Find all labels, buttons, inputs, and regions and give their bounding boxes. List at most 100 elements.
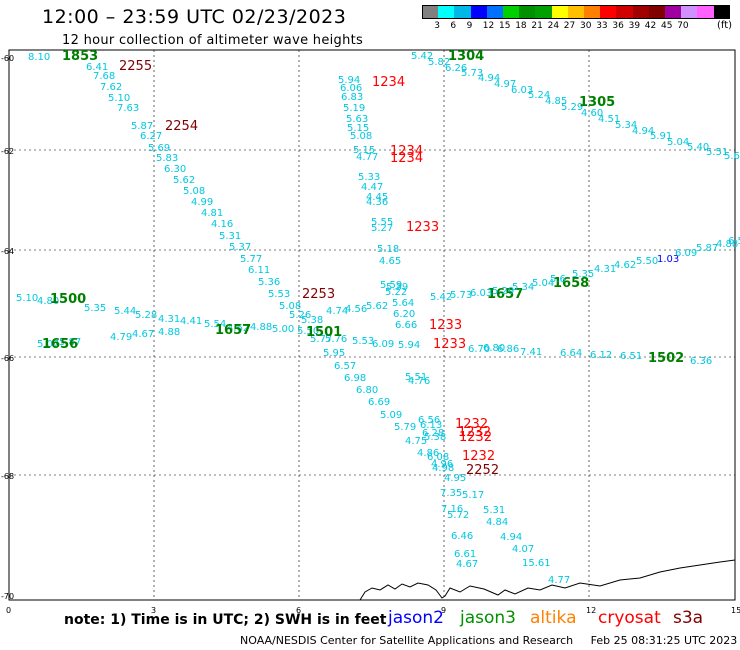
cryosat-pass-time: 1234 xyxy=(390,144,423,159)
swh-value: 6.11 xyxy=(248,265,270,276)
page-subtitle: 12 hour collection of altimeter wave hei… xyxy=(62,33,364,48)
swh-value: 5.79 xyxy=(394,422,416,433)
swh-value: 5.73 xyxy=(461,68,483,79)
swh-value: 5.94 xyxy=(338,75,360,86)
swh-value: 8.10 xyxy=(28,52,50,63)
swh-value: 6.83 xyxy=(341,92,363,103)
credit-timestamp: Feb 25 08:31:25 UTC 2023 xyxy=(590,634,738,647)
observation-labels: 8.106.417.687.625.107.635.876.275.695.83… xyxy=(16,49,740,586)
swh-value: 4.07 xyxy=(512,544,534,555)
swh-value: 5.10 xyxy=(108,93,130,104)
s3a-pass-time: 2254 xyxy=(165,119,198,134)
swh-value: 5.22 xyxy=(385,287,407,298)
swh-value: 6.28 xyxy=(422,428,444,439)
legend-jason3: jason3 xyxy=(460,608,516,628)
color-scale-label: 70 xyxy=(677,21,689,31)
swh-value: 5.37 xyxy=(229,242,251,253)
s3a-pass-time: 2253 xyxy=(302,287,335,302)
swh-value: 6.56 xyxy=(418,415,440,426)
color-scale-label: 3 xyxy=(434,21,440,31)
swh-value: 4.74 xyxy=(326,306,348,317)
swh-value: 4.94 xyxy=(500,532,522,543)
color-scale-swatch xyxy=(665,5,682,19)
y-tick-label: -64 xyxy=(1,247,14,256)
swh-value: 5.95 xyxy=(323,348,345,359)
swh-value: 6.03 xyxy=(470,288,492,299)
swh-value: 6.86 xyxy=(497,344,519,355)
swh-value: 6.46 xyxy=(451,531,473,542)
swh-value: 4.51 xyxy=(598,114,620,125)
swh-value: 5.59 xyxy=(380,280,402,291)
x-tick-label: 12 xyxy=(586,606,596,615)
swh-value: 4.94 xyxy=(632,126,654,137)
swh-value: 6.36 xyxy=(690,356,712,367)
footer-note: note: 1) Time is in UTC; 2) SWH is in fe… xyxy=(64,612,387,628)
cryosat-pass-time: 1233 xyxy=(433,337,466,352)
color-scale-swatch xyxy=(503,5,520,19)
swh-value: 5.87 xyxy=(696,243,718,254)
cryosat-pass-time: 1233 xyxy=(429,318,462,333)
swh-value: 5.6 xyxy=(550,274,566,285)
swh-value: 5.69 xyxy=(148,143,170,154)
color-scale-label: 30 xyxy=(580,21,592,31)
credit-line: NOAA/NESDIS Center for Satellite Applica… xyxy=(240,634,737,647)
swh-value: 5.18 xyxy=(377,244,399,255)
swh-value: 4.45 xyxy=(366,192,388,203)
color-scale-swatch xyxy=(600,5,617,19)
swh-value: 4.16 xyxy=(211,219,233,230)
swh-value: 5.08 xyxy=(183,186,205,197)
swh-value: 4.97 xyxy=(494,79,516,90)
swh-value: 5.44 xyxy=(114,306,136,317)
color-scale-label: 24 xyxy=(547,21,560,31)
color-scale-swatch xyxy=(632,5,649,19)
jason3-pass-time: 1502 xyxy=(648,351,684,366)
color-scale-label: 18 xyxy=(515,21,527,31)
legend-altika: altika xyxy=(530,608,577,628)
swh-value: 4.96 xyxy=(431,459,453,470)
jason2-swh-value: 1.03 xyxy=(657,254,679,265)
swh-value: 5.07 xyxy=(37,339,59,350)
swh-value: 5.77 xyxy=(240,254,262,265)
swh-value: 5.04 xyxy=(532,278,554,289)
jason3-pass-time: 1853 xyxy=(62,49,98,64)
color-scale-swatch xyxy=(470,5,487,19)
swh-value: 4.77 xyxy=(548,575,570,586)
swh-value: 15.61 xyxy=(522,558,551,569)
cryosat-pass-time: 1232 xyxy=(462,449,495,464)
swh-value: 5.53 xyxy=(268,289,290,300)
swh-value: 5.62 xyxy=(366,301,388,312)
swh-value: 5.91 xyxy=(650,131,672,142)
y-tick-label: -60 xyxy=(1,54,14,63)
color-scale-swatch xyxy=(438,5,455,19)
swh-value: 4.75 xyxy=(405,436,427,447)
cryosat-pass-time: 1233 xyxy=(406,220,439,235)
swh-value: 6.70 xyxy=(468,344,490,355)
color-scale-swatch xyxy=(648,5,665,19)
swh-value: 5.34 xyxy=(512,282,534,293)
swh-value: 4.62 xyxy=(227,323,249,334)
swh-value: 4.67 xyxy=(456,559,478,570)
swh-value: 4.77 xyxy=(356,152,378,163)
swh-value: 5.50 xyxy=(636,256,658,267)
swh-value: 5.00 xyxy=(272,324,294,335)
lat-lon-grid xyxy=(9,50,735,600)
y-tick-label: -66 xyxy=(1,354,14,363)
color-scale-label: 42 xyxy=(644,21,657,31)
swh-value: 5.08 xyxy=(350,131,372,142)
color-scale-swatch xyxy=(697,5,714,19)
swh-value: 5.53 xyxy=(352,336,374,347)
swh-value: 4.47 xyxy=(361,182,383,193)
color-scale-label: 21 xyxy=(531,21,543,31)
color-scale-swatch xyxy=(616,5,633,19)
swh-value: 5.62 xyxy=(173,175,195,186)
swh-value: 5.38 xyxy=(301,315,323,326)
y-tick-label: -62 xyxy=(1,147,14,156)
x-tick-label: 0 xyxy=(6,606,11,615)
jason3-pass-time: 1657 xyxy=(487,287,523,302)
swh-value: 5.42 xyxy=(411,51,433,62)
color-scale-unit: (ft) xyxy=(717,20,733,31)
swh-value: 5.24 xyxy=(528,90,550,101)
swh-value: 5.51 xyxy=(405,372,427,383)
swh-value: 6.66 xyxy=(395,320,417,331)
